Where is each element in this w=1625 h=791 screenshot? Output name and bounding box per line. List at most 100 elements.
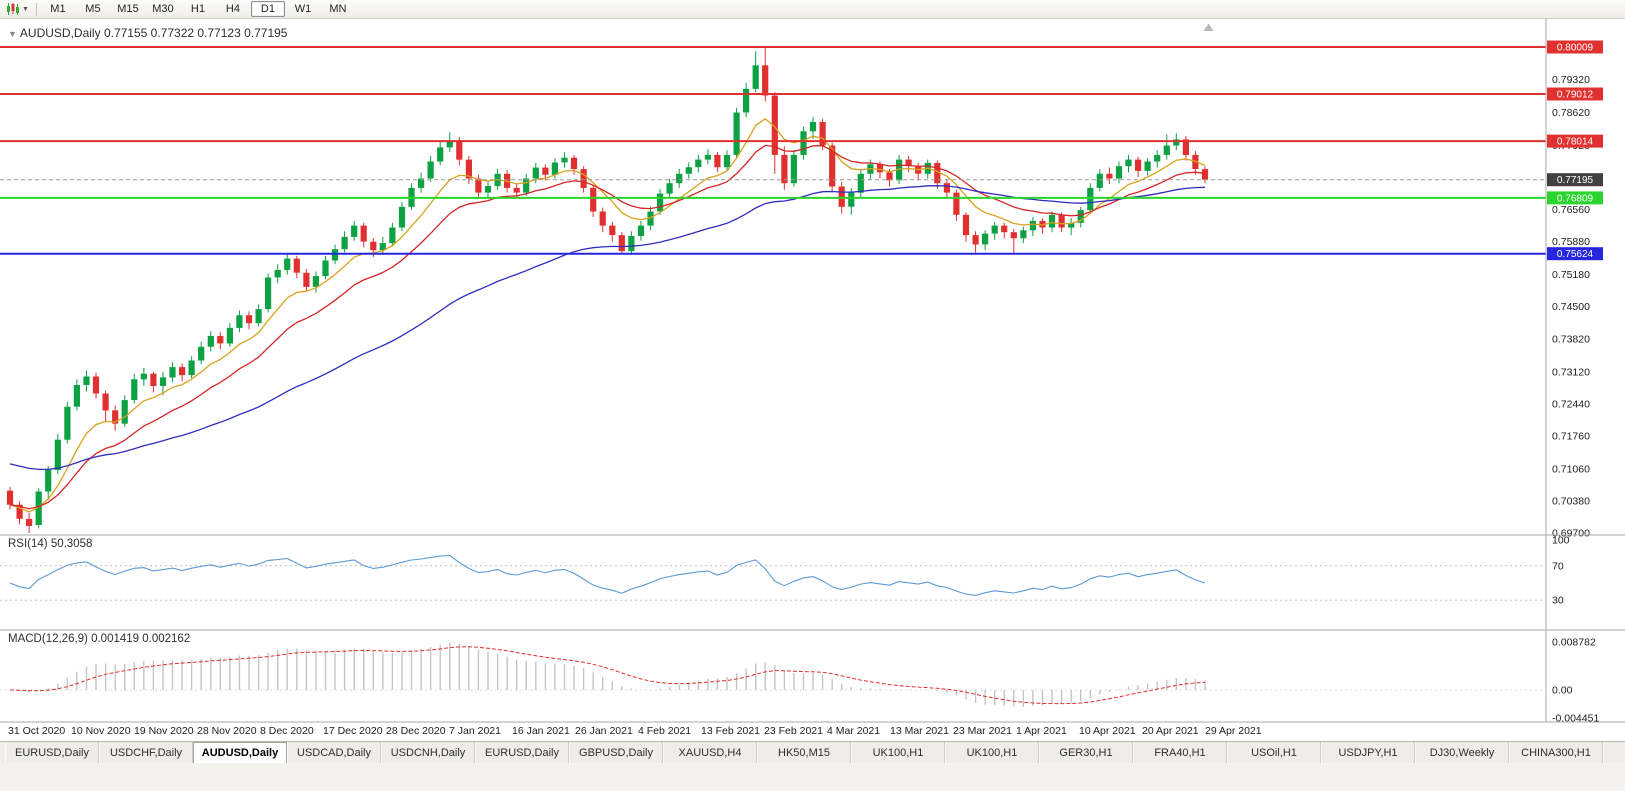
tab-usdjpy-h1[interactable]: USDJPY,H1 [1321,742,1415,763]
candle [943,183,950,193]
candle [54,439,61,470]
expand-panel-icon[interactable]: ▼ [8,29,17,39]
price-chart[interactable]: 0.793200.786200.779200.765600.758800.751… [0,19,1625,741]
tab-china300-h1[interactable]: CHINA300,H1 [1509,742,1603,763]
candle [1029,220,1036,231]
tab-usoil-h1[interactable]: USOil,H1 [1227,742,1321,763]
tab-eurusd-daily[interactable]: EURUSD,Daily [5,742,99,763]
rsi-line [9,554,1206,596]
price-axis-label: 0.79320 [1552,74,1590,86]
candle [1077,210,1084,223]
candle [1087,187,1094,211]
candle [657,193,664,212]
candle [953,192,960,215]
candle [1154,154,1161,162]
candle [159,377,167,386]
time-axis-label: 10 Nov 2020 [71,725,131,737]
timeframe-button-mn[interactable]: MN [329,3,347,15]
tab-gbpusd-daily[interactable]: GBPUSD,Daily [569,742,663,763]
candle [1106,173,1113,179]
price-badge [1547,87,1603,101]
tab-hk50-m15[interactable]: HK50,M15 [757,742,851,763]
time-axis-label: 7 Jan 2021 [449,725,501,737]
candle [1125,159,1132,167]
tab-usdcnh-daily[interactable]: USDCNH,Daily [381,742,475,763]
tab-dj30-weekly[interactable]: DJ30,Weekly [1415,742,1509,763]
candle [1173,139,1180,146]
candle [73,385,80,407]
price-axis-label: 0.72440 [1552,398,1590,410]
tab-xauusd-h4[interactable]: XAUUSD,H4 [663,742,757,763]
timeframe-button-m30[interactable]: M30 [152,3,174,15]
tab-usdcad-daily[interactable]: USDCAD,Daily [287,742,381,763]
timeframe-button-h4[interactable]: H4 [225,3,240,15]
candle [570,157,578,169]
candle [561,157,568,163]
candle [991,225,998,234]
rsi-axis-label: 70 [1552,560,1564,572]
time-axis-label: 17 Dec 2020 [323,725,383,737]
tab-eurusd-daily[interactable]: EURUSD,Daily [475,742,569,763]
chart-title: ▼ AUDUSD,Daily 0.77155 0.77322 0.77123 0.… [8,26,287,40]
candle [303,272,310,287]
candle [1096,173,1103,188]
tab-uk100-h1[interactable]: UK100,H1 [851,742,945,763]
candle [896,159,903,181]
candle [886,172,893,181]
tab-audusd-daily[interactable]: AUDUSD,Daily [193,742,287,763]
candle [962,214,970,236]
rsi-axis-label: 30 [1552,595,1564,607]
price-badge [1547,40,1603,54]
timeframe-button-m5[interactable]: M5 [85,3,101,15]
candle [982,233,989,245]
price-axis-label: 0.70380 [1552,495,1590,507]
candle [265,277,272,310]
tab-u[interactable]: U [1603,742,1625,763]
price-axis-label: 0.78620 [1552,107,1590,119]
candle [351,225,358,237]
tab-uk100-h1[interactable]: UK100,H1 [945,742,1039,763]
timeframe-button-d1[interactable]: D1 [250,1,285,17]
candle [312,276,319,287]
time-axis-label: 28 Nov 2020 [197,725,257,737]
toolbar-separator [35,2,37,16]
tab-usdchf-daily[interactable]: USDCHF,Daily [99,742,193,763]
candle [523,178,530,193]
candle [542,167,549,175]
timeframe-button-h1[interactable]: H1 [190,3,205,15]
time-axis-label: 29 Apr 2021 [1205,725,1262,737]
timeframe-button-m1[interactable]: M1 [50,3,66,15]
timeframe-button-w1[interactable]: W1 [294,3,312,15]
candle [446,140,453,148]
macd-axis-label: 0.008782 [1552,637,1596,649]
candle [590,187,597,212]
candle [179,367,186,376]
candle [1020,230,1027,239]
candle [418,178,425,188]
candle [618,235,625,252]
chart-shift-marker[interactable] [1203,23,1214,32]
price-badge [1547,134,1603,148]
time-axis-label: 23 Feb 2021 [764,725,823,737]
candle [437,147,444,162]
candle [685,167,692,174]
tab-fra40-h1[interactable]: FRA40,H1 [1133,742,1227,763]
candle [64,406,71,440]
candle [131,379,138,400]
candle [972,235,979,245]
candle [1163,145,1170,155]
moving-average-50 [9,185,1206,471]
candle [1068,222,1075,228]
macd-axis-label: -0.004451 [1552,713,1599,725]
tab-ger30-h1[interactable]: GER30,H1 [1039,742,1133,763]
candle [217,335,224,344]
candle [370,241,377,251]
price-axis-label: 0.71060 [1552,463,1590,475]
time-axis-label: 31 Oct 2020 [8,725,65,737]
chart-type-button[interactable]: ▼ [3,1,32,18]
timeframe-button-m15[interactable]: M15 [117,3,139,15]
candle [532,167,539,179]
candle [781,154,788,184]
candle [331,249,339,261]
chart-tabbar: EURUSD,Daily USDCHF,Daily AUDUSD,Daily USDC… [0,741,1625,763]
